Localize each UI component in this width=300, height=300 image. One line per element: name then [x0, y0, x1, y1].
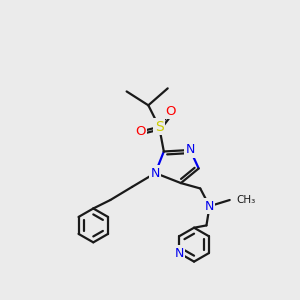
Text: S: S: [155, 120, 164, 134]
Text: N: N: [205, 200, 214, 213]
Text: O: O: [135, 125, 146, 138]
Text: CH₃: CH₃: [236, 195, 255, 205]
Text: O: O: [166, 105, 176, 118]
Text: N: N: [151, 167, 160, 180]
Text: N: N: [175, 247, 184, 260]
Text: N: N: [185, 143, 195, 157]
